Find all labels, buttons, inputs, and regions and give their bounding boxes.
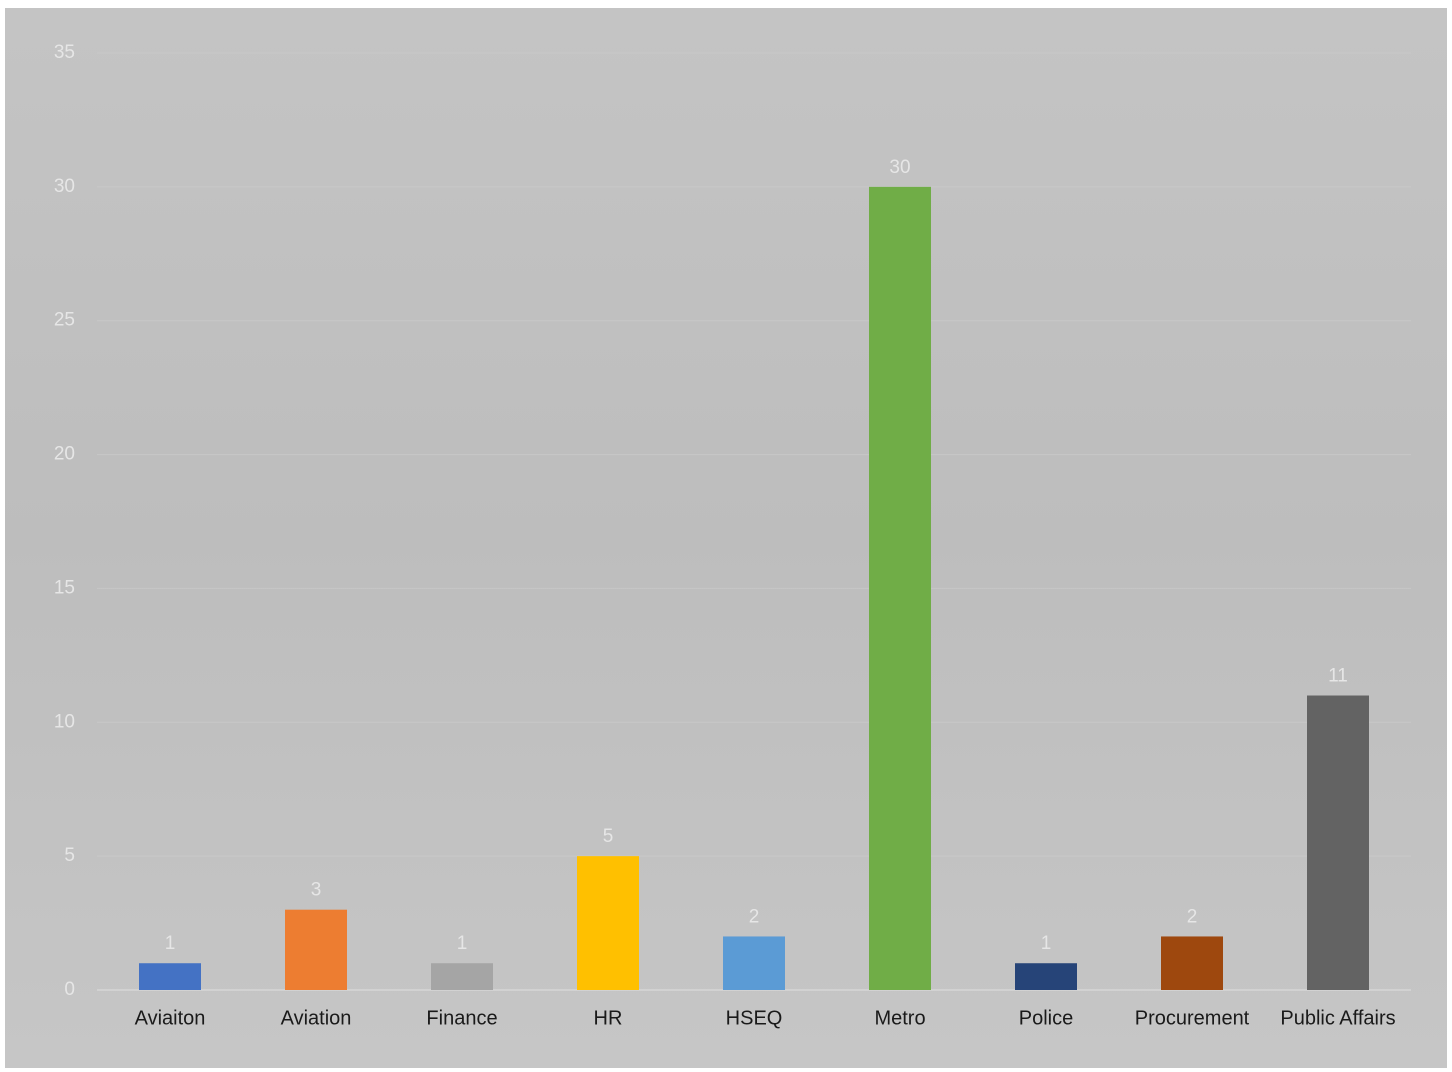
data-label: 11 [1328,666,1348,687]
data-label: 2 [1187,906,1198,927]
y-tick-label: 25 [54,310,75,331]
x-tick-label: HR [594,1007,623,1029]
data-label: 1 [165,933,176,954]
data-label: 30 [889,157,910,178]
data-label: 3 [311,880,322,901]
data-label: 2 [749,906,760,927]
x-tick-label: Aviaiton [135,1007,206,1029]
y-tick-label: 15 [54,577,75,598]
bar [577,856,639,990]
bar [1015,963,1077,990]
y-tick-label: 35 [54,42,75,63]
bar [723,936,785,990]
y-tick-label: 10 [54,711,75,732]
bar [431,963,493,990]
x-tick-label: HSEQ [726,1007,783,1029]
x-tick-label: Aviation [281,1007,352,1029]
bar [285,909,347,990]
data-label: 1 [1041,933,1052,954]
y-tick-label: 5 [64,845,75,866]
x-tick-label: Metro [874,1007,925,1029]
chart-background [5,8,1447,1068]
y-tick-label: 0 [64,979,75,1000]
x-tick-label: Procurement [1135,1007,1250,1029]
y-tick-label: 20 [54,444,75,465]
data-label: 1 [457,933,468,954]
bar [1307,695,1369,990]
x-tick-label: Police [1019,1007,1073,1029]
bar [869,186,931,990]
bar [139,963,201,990]
bar [1161,936,1223,990]
data-label: 5 [603,826,614,847]
x-tick-label: Finance [426,1007,497,1029]
x-tick-label: Public Affairs [1280,1007,1395,1029]
y-tick-label: 30 [54,176,75,197]
